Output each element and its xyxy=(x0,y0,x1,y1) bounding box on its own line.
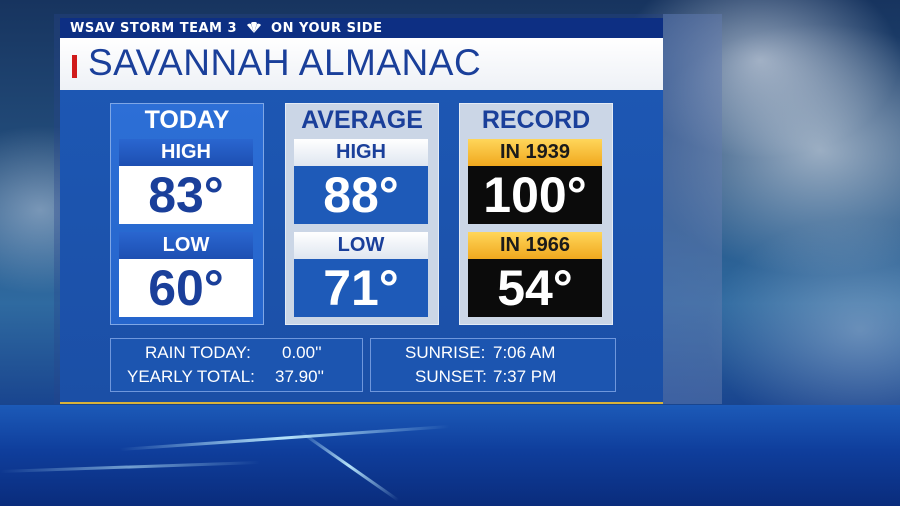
today-column: TODAY HIGH 83° LOW 60° xyxy=(110,103,264,325)
record-high-year: IN 1939 xyxy=(468,139,602,166)
panel-edge xyxy=(663,14,722,404)
rain-today-row: RAIN TODAY: 0.00'' xyxy=(111,342,362,364)
station-slogan: ON YOUR SIDE xyxy=(271,20,383,36)
average-high-label: HIGH xyxy=(294,139,428,166)
yearly-total-value: 37.90'' xyxy=(275,367,325,386)
rain-today-value: 0.00'' xyxy=(282,343,322,362)
record-low-year: IN 1966 xyxy=(468,232,602,259)
average-high-value: 88° xyxy=(294,166,428,224)
sunset-row: SUNSET: 7:37 PM xyxy=(371,366,615,388)
yearly-total-label: YEARLY TOTAL: xyxy=(127,367,255,386)
station-name: WSAV STORM TEAM 3 xyxy=(70,20,238,36)
record-low-value: 54° xyxy=(468,259,602,317)
yearly-total-row: YEARLY TOTAL: 37.90'' xyxy=(111,366,362,388)
average-low-label: LOW xyxy=(294,232,428,259)
sunrise-label: SUNRISE: xyxy=(405,343,486,362)
today-low-label: LOW xyxy=(119,232,253,259)
sunrise-row: SUNRISE: 7:06 AM xyxy=(371,342,615,364)
rain-box: RAIN TODAY: 0.00'' YEARLY TOTAL: 37.90'' xyxy=(110,338,363,392)
average-low-value: 71° xyxy=(294,259,428,317)
sunrise-value: 7:06 AM xyxy=(493,343,556,362)
rain-today-label: RAIN TODAY: xyxy=(145,343,251,362)
record-heading: RECORD xyxy=(481,106,591,134)
record-high-value: 100° xyxy=(468,166,602,224)
average-column: AVERAGE HIGH 88° LOW 71° xyxy=(285,103,439,325)
nbc-peacock-icon xyxy=(247,22,262,33)
sunset-value: 7:37 PM xyxy=(493,367,557,386)
sun-box: SUNRISE: 7:06 AM SUNSET: 7:37 PM xyxy=(370,338,616,392)
page-title: SAVANNAH ALMANAC xyxy=(88,42,482,83)
background-floor xyxy=(0,405,900,506)
today-high-label: HIGH xyxy=(119,139,253,166)
today-low-value: 60° xyxy=(119,259,253,317)
title-bar: SAVANNAH ALMANAC xyxy=(60,38,663,90)
today-heading: TODAY xyxy=(144,106,230,134)
station-bar: WSAV STORM TEAM 3 ON YOUR SIDE xyxy=(60,18,663,38)
record-column: RECORD IN 1939 100° IN 1966 54° xyxy=(459,103,613,325)
today-high-value: 83° xyxy=(119,166,253,224)
sunset-label: SUNSET: xyxy=(415,367,487,386)
average-heading: AVERAGE xyxy=(301,106,423,134)
title-accent xyxy=(72,55,77,78)
